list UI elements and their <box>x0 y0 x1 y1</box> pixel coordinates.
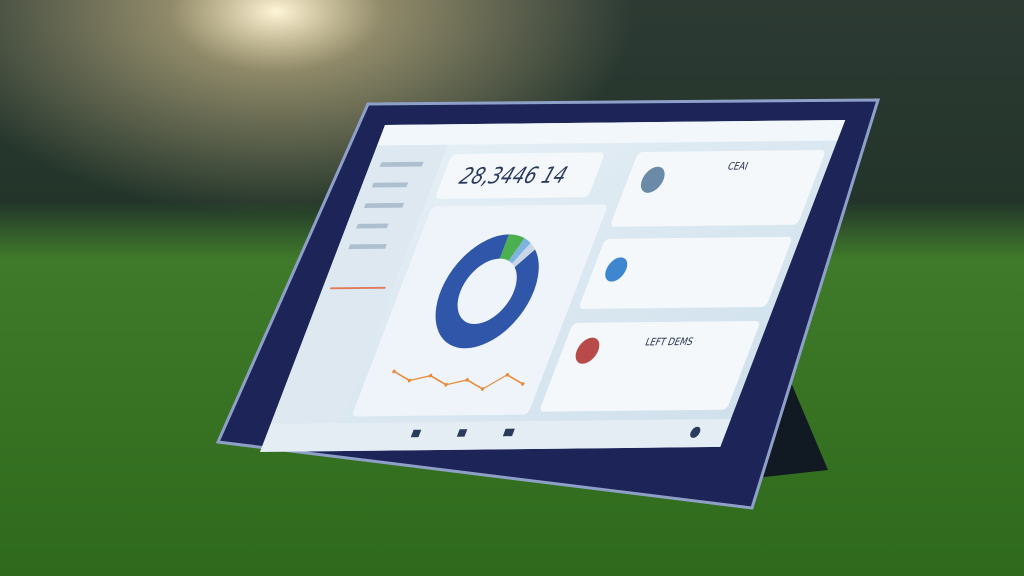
bottom-icons <box>410 426 702 438</box>
card <box>579 236 792 309</box>
sidebar-item <box>356 223 389 229</box>
card-title: CEAI <box>726 161 750 173</box>
card <box>540 320 760 412</box>
trend-point <box>480 387 485 391</box>
trend-point <box>407 378 412 383</box>
trend-point <box>428 373 433 378</box>
avatar <box>640 166 665 193</box>
card <box>611 150 825 227</box>
tablet-stand <box>755 380 828 478</box>
mini-pie <box>605 257 628 282</box>
card-title: LEFT DEMS <box>643 337 694 349</box>
top-bar <box>377 120 846 146</box>
donut-panel <box>353 204 607 417</box>
bottom-icon[interactable] <box>410 429 422 438</box>
avatar <box>575 337 600 364</box>
bottom-icon[interactable] <box>689 426 702 438</box>
sidebar-item <box>379 161 424 167</box>
donut-segment <box>499 234 525 262</box>
trend-point <box>392 369 396 374</box>
sidebar-accent <box>329 286 386 290</box>
sidebar-item <box>348 244 387 250</box>
bottom-icon[interactable] <box>502 428 515 437</box>
sidebar-items <box>348 161 424 250</box>
sidebar <box>270 144 448 424</box>
sidebar-item <box>371 182 409 188</box>
trend-point <box>444 382 448 387</box>
bottom-bar <box>260 418 731 452</box>
donut-segment <box>511 242 536 268</box>
trend-point <box>465 378 469 382</box>
bottom-icon[interactable] <box>456 429 468 437</box>
donut-chart <box>435 234 539 349</box>
number-card <box>436 152 604 199</box>
trend-line <box>393 370 524 390</box>
sidebar-item <box>363 202 405 209</box>
tablet-screen: 28,3446 14 CEAI LEFT DEMS <box>260 120 846 452</box>
trend-chart <box>392 369 525 391</box>
trend-point <box>505 372 509 377</box>
trend-point <box>521 382 525 386</box>
donut-segment <box>508 238 531 264</box>
big-number: 28,3446 14 <box>456 163 571 190</box>
donut-segment <box>435 234 539 349</box>
